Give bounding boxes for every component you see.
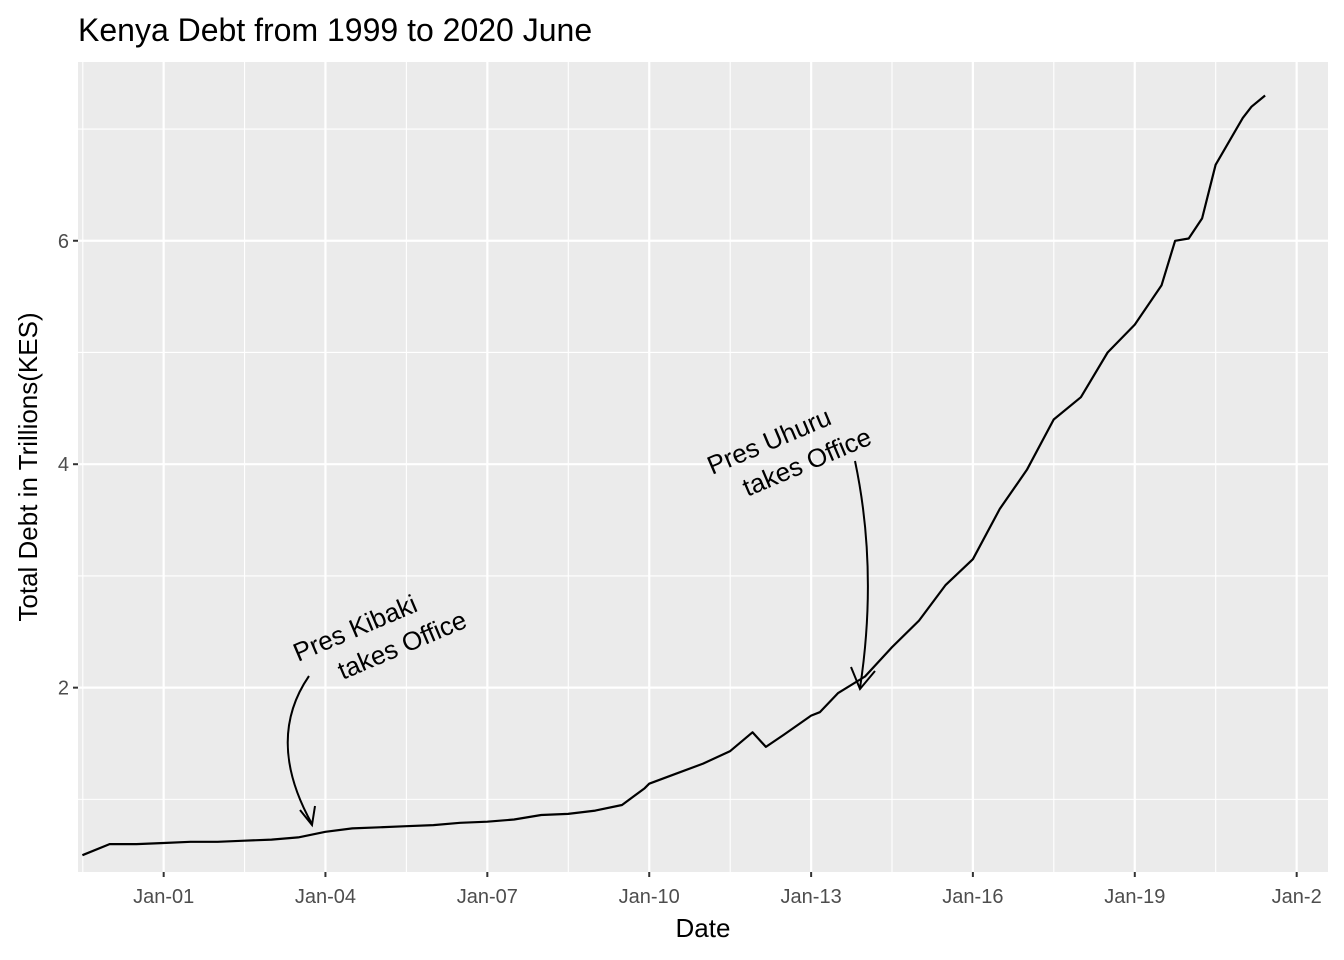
x-tick-label: Jan-16 [942, 886, 1003, 908]
x-tick-label: Jan-13 [781, 886, 842, 908]
y-tick-label: 4 [58, 454, 69, 476]
x-tick-label: Jan-07 [457, 886, 518, 908]
x-tick-label: Jan-01 [133, 886, 194, 908]
plot-panel [78, 62, 1328, 872]
x-axis: Jan-01 Jan-04 Jan-07 Jan-10 Jan-13 Jan-16 Jan-… [133, 872, 1322, 908]
x-tick-label: Jan-04 [295, 886, 356, 908]
x-axis-title: Date [676, 913, 731, 943]
arrowhead-kibaki [299, 805, 316, 828]
annotation-arrow-kibaki [286, 675, 313, 825]
annotation-arrow-uhuru [854, 460, 869, 689]
minor-gridlines [78, 62, 1328, 872]
x-tick-label: Jan-19 [1104, 886, 1165, 908]
debt-series-line [81, 94, 1266, 857]
major-gridlines [78, 62, 1328, 872]
x-tick-label: Jan-2 [1272, 886, 1322, 908]
chart-title: Kenya Debt from 1999 to 2020 June [78, 12, 592, 48]
x-tick-label: Jan-10 [619, 886, 680, 908]
y-axis: 2 4 6 [58, 231, 78, 700]
y-axis-title: Total Debt in Trillions(KES) [13, 312, 43, 621]
arrowhead-uhuru [850, 666, 876, 691]
y-tick-label: 2 [58, 678, 69, 700]
y-tick-label: 6 [58, 231, 69, 253]
